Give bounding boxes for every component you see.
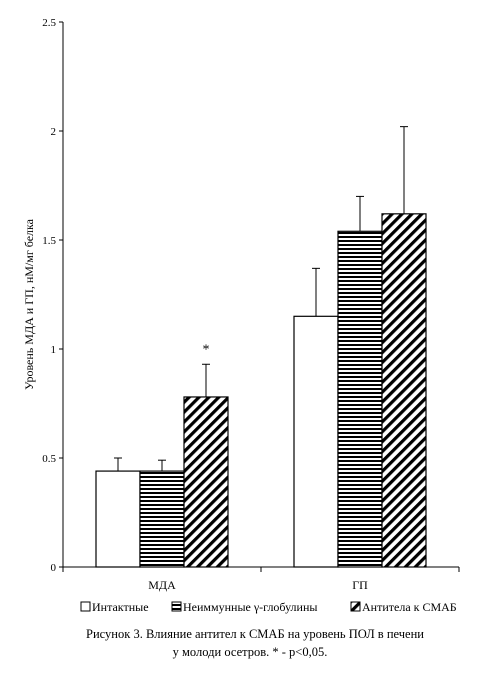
legend-label: Неиммунные γ-глобулины [183,600,317,614]
axis-labels: МДА ГП * Уровень МДА и ГП, нМ/мг белка [22,218,368,592]
bar [293,315,339,568]
y-tick-label: 0 [51,562,57,574]
y-tick-label: 1 [51,344,57,356]
y-axis-label: Уровень МДА и ГП, нМ/мг белка [22,218,36,390]
caption-line-1: Рисунок 3. Влияние антител к СМАБ на уро… [86,627,424,641]
bar [381,213,427,568]
significance-mark: * [203,342,210,357]
bar [337,230,383,568]
bar [95,470,141,568]
legend-swatch [350,601,361,612]
legend-label: Интактные [92,600,149,614]
bar [183,396,229,568]
bar [139,470,185,568]
y-tick-label: 2.5 [42,17,56,29]
legend-swatch [80,601,91,612]
legend-label: Антитела к СМАБ [362,600,457,614]
error-bars [114,126,408,472]
y-tick-label: 1.5 [42,235,56,247]
caption-line-2: у молоди осетров. * - p<0,05. [173,645,328,659]
legend-swatch [171,601,182,612]
x-tick-label: МДА [148,578,176,592]
x-tick-label: ГП [352,578,368,592]
y-tick-label: 0.5 [42,453,56,465]
bars [95,213,427,568]
legend: Интактные Неиммунные γ-глобулины Антитела … [80,600,457,614]
y-tick-label: 2 [51,126,57,138]
